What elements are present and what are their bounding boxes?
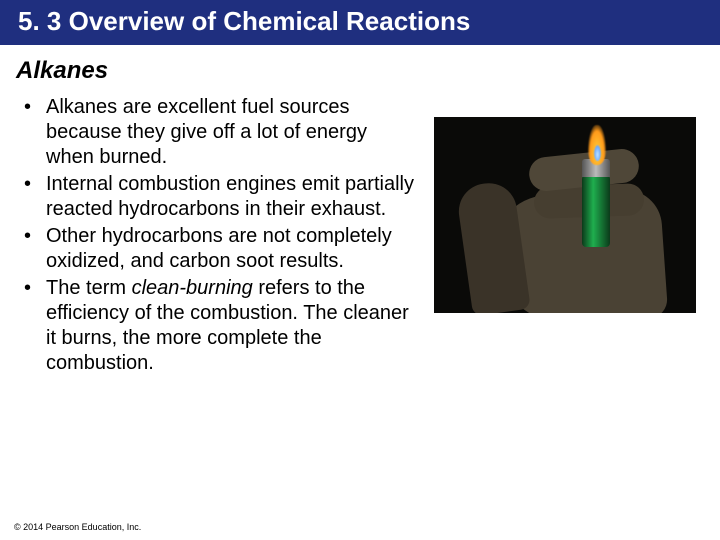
lighter-body-shape [582, 175, 610, 247]
page-title: 5. 3 Overview of Chemical Reactions [18, 6, 710, 37]
subtitle: Alkanes [0, 45, 720, 91]
content-row: Alkanes are excellent fuel sources becau… [0, 91, 720, 378]
list-item: Internal combustion engines emit partial… [18, 172, 418, 222]
hand-thumb-shape [455, 180, 531, 313]
bullet-text: Alkanes are excellent fuel sources becau… [46, 96, 367, 168]
bullet-list: Alkanes are excellent fuel sources becau… [18, 95, 418, 378]
bullet-text-italic: clean-burning [132, 277, 253, 299]
bullet-text-prefix: The term [46, 277, 132, 299]
lighter-image [434, 117, 696, 313]
flame-inner-shape [594, 145, 601, 161]
list-item: Alkanes are excellent fuel sources becau… [18, 95, 418, 170]
title-bar: 5. 3 Overview of Chemical Reactions [0, 0, 720, 45]
copyright-footer: © 2014 Pearson Education, Inc. [14, 522, 141, 532]
bullet-text: Other hydrocarbons are not completely ox… [46, 225, 392, 272]
list-item: The term clean-burning refers to the eff… [18, 276, 418, 376]
bullet-text: Internal combustion engines emit partial… [46, 173, 414, 220]
list-item: Other hydrocarbons are not completely ox… [18, 224, 418, 274]
